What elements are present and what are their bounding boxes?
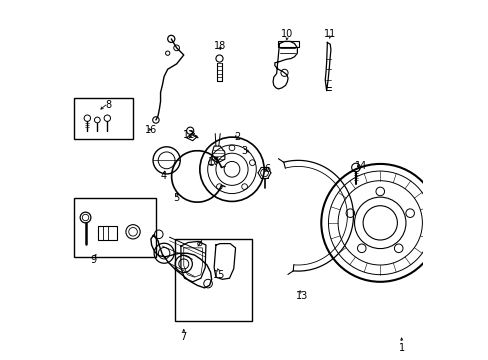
Text: 7: 7 <box>180 332 186 342</box>
Text: 5: 5 <box>173 193 180 203</box>
Text: 13: 13 <box>295 291 307 301</box>
Text: 6: 6 <box>264 164 270 174</box>
Bar <box>98 226 116 240</box>
Text: 10: 10 <box>281 28 293 39</box>
Text: 9: 9 <box>90 255 97 265</box>
Bar <box>278 41 299 47</box>
Text: 8: 8 <box>105 100 111 110</box>
Bar <box>74 98 132 139</box>
Text: 18: 18 <box>214 41 226 51</box>
Text: 2: 2 <box>234 132 240 142</box>
Text: 16: 16 <box>144 125 157 135</box>
Text: 15: 15 <box>213 270 225 280</box>
Text: 11: 11 <box>324 28 336 39</box>
Text: 14: 14 <box>354 161 366 171</box>
Bar <box>74 198 156 257</box>
Text: 4: 4 <box>161 171 167 181</box>
Text: 3: 3 <box>241 147 247 157</box>
Bar <box>175 239 251 321</box>
Text: 17: 17 <box>207 157 220 167</box>
Text: 12: 12 <box>183 130 195 140</box>
Text: 1: 1 <box>398 343 404 353</box>
